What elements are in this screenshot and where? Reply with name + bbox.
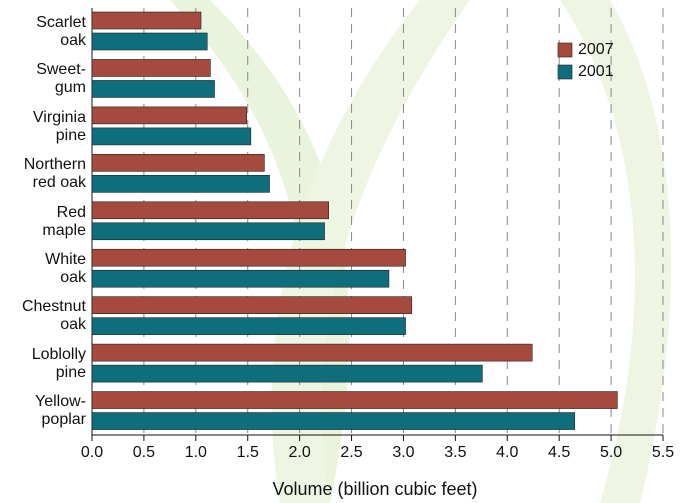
y-tick-label: Northern red oak (23, 156, 86, 192)
y-tick-label: White oak (45, 250, 86, 286)
bar (91, 59, 211, 77)
legend-label: 2007 (578, 41, 614, 58)
background-swoosh (560, 0, 672, 503)
y-tick-label: Yellow- poplar (35, 393, 86, 429)
x-tick-label: 1.0 (185, 444, 207, 461)
x-tick-label: 4.5 (548, 444, 570, 461)
legend-swatch (557, 42, 573, 58)
y-tick-label: Loblolly pine (31, 345, 86, 381)
x-tick-label: 0.0 (81, 444, 103, 461)
y-tick-label: Red maple (42, 203, 86, 239)
bar (91, 127, 252, 146)
x-tick-label: 5.0 (600, 444, 622, 461)
bar (91, 296, 413, 314)
bar (91, 391, 618, 409)
y-tick-label: Scarlet oak (36, 13, 86, 49)
bar (91, 175, 270, 193)
x-tick-label: 0.5 (133, 444, 155, 461)
y-tick-label: Virginia pine (32, 108, 86, 144)
x-tick-label: 3.5 (444, 444, 466, 461)
bar (91, 269, 390, 288)
bar (91, 317, 406, 335)
legend-swatch (557, 64, 573, 80)
bar (91, 222, 325, 241)
x-axis-title: Volume (billion cubic feet) (272, 479, 477, 499)
bar (91, 154, 265, 172)
bar (91, 11, 202, 30)
bar (91, 32, 208, 51)
bar (91, 201, 330, 220)
x-tick-label: 3.0 (392, 444, 414, 461)
bar (91, 412, 576, 430)
legend-label: 2001 (578, 63, 614, 80)
x-tick-label: 2.0 (289, 444, 311, 461)
x-tick-label: 5.5 (652, 444, 674, 461)
x-tick-label: 1.5 (237, 444, 259, 461)
bar (91, 106, 247, 125)
y-tick-label: Chestnut oak (21, 298, 86, 334)
bar (91, 248, 406, 267)
bar (91, 364, 483, 383)
bar (91, 80, 215, 98)
x-tick-label: 2.5 (340, 444, 362, 461)
bar (91, 343, 533, 362)
y-tick-label: Sweet- gum (36, 61, 86, 97)
x-tick-label: 4.0 (496, 444, 518, 461)
